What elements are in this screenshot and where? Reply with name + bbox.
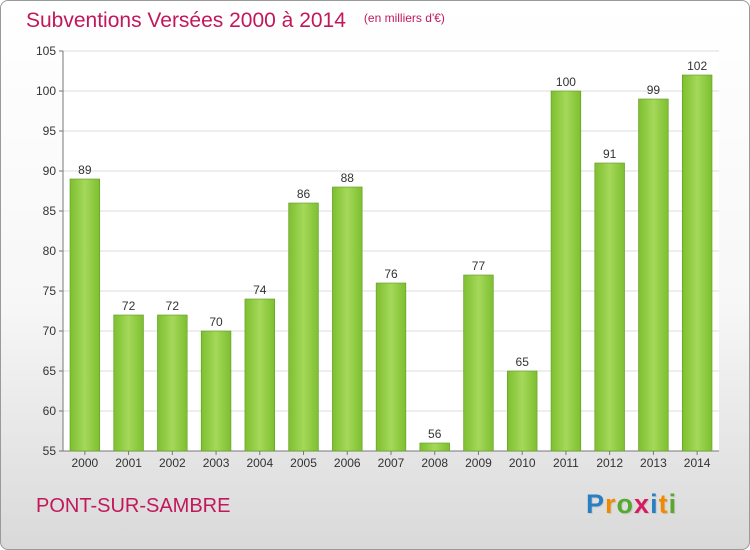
bar-value-label: 70 <box>209 315 223 329</box>
x-tick-label: 2006 <box>334 456 361 470</box>
y-tick-label: 95 <box>43 124 57 138</box>
x-tick-label: 2009 <box>465 456 492 470</box>
logo-letter: P <box>586 489 606 519</box>
y-tick-label: 65 <box>43 364 57 378</box>
bar-value-label: 72 <box>122 299 136 313</box>
logo-letter: o <box>616 489 635 519</box>
y-tick-label: 100 <box>36 84 56 98</box>
bar <box>375 282 407 452</box>
x-tick-label: 2007 <box>378 456 405 470</box>
logo-letter: i <box>668 489 678 519</box>
x-tick-label: 2004 <box>246 456 273 470</box>
chart-title: Subventions Versées 2000 à 2014 <box>26 9 346 32</box>
bar <box>244 298 275 452</box>
x-tick-label: 2011 <box>553 456 579 470</box>
title-row: Subventions Versées 2000 à 2014 (en mill… <box>26 9 445 33</box>
logo-letter: i <box>650 489 659 519</box>
logo-letter: x <box>634 489 651 519</box>
logo-letter: r <box>605 489 617 519</box>
bar <box>594 162 625 452</box>
y-tick-label: 60 <box>43 404 57 418</box>
proxiti-logo: Proxiti <box>586 489 677 520</box>
bar <box>550 90 582 452</box>
bar <box>332 186 363 452</box>
bar <box>288 202 319 452</box>
chart-subtitle: (en milliers d'€) <box>363 11 445 25</box>
y-tick-label: 105 <box>36 44 56 58</box>
bar-value-label: 86 <box>297 187 311 201</box>
bar-value-label: 72 <box>166 299 180 313</box>
x-tick-label: 2010 <box>509 456 536 470</box>
x-tick-label: 2012 <box>596 456 623 470</box>
bar <box>507 370 538 452</box>
bar-value-label: 100 <box>556 75 576 89</box>
x-tick-label: 2000 <box>72 456 99 470</box>
x-tick-label: 2014 <box>684 456 711 470</box>
y-tick-label: 85 <box>43 204 57 218</box>
y-tick-label: 75 <box>43 284 57 298</box>
x-tick-label: 2003 <box>203 456 230 470</box>
x-tick-label: 2001 <box>115 456 142 470</box>
x-tick-label: 2002 <box>159 456 186 470</box>
bar-value-label: 89 <box>78 163 92 177</box>
bar-value-label: 99 <box>647 83 661 97</box>
bar-value-label: 88 <box>341 171 355 185</box>
x-tick-label: 2005 <box>290 456 317 470</box>
bar-value-label: 74 <box>253 283 267 297</box>
labels: 55 60 65 70 75 80 85 90 95 100 105 89 2000 72 2001 72 20… <box>36 44 711 470</box>
x-tick-label: 2008 <box>421 456 448 470</box>
bar <box>681 74 713 452</box>
bar <box>419 442 450 452</box>
bar <box>638 98 669 452</box>
bar-value-label: 102 <box>687 59 707 73</box>
bar-value-label: 56 <box>428 427 442 441</box>
bar <box>69 178 101 452</box>
bar-value-label: 77 <box>472 259 486 273</box>
y-tick-label: 90 <box>43 164 57 178</box>
y-tick-label: 70 <box>43 324 57 338</box>
bar <box>113 314 144 452</box>
y-tick-label: 80 <box>43 244 57 258</box>
y-tick-label: 55 <box>43 444 57 458</box>
bars <box>69 74 713 452</box>
bar-value-label: 76 <box>384 267 398 281</box>
bar <box>200 330 232 452</box>
bar <box>157 314 188 452</box>
bar <box>463 274 494 452</box>
bar-value-label: 65 <box>516 355 530 369</box>
bar-value-label: 91 <box>603 147 617 161</box>
x-tick-label: 2013 <box>640 456 667 470</box>
logo-letter: t <box>658 489 669 519</box>
commune-name: PONT-SUR-SAMBRE <box>36 495 231 517</box>
